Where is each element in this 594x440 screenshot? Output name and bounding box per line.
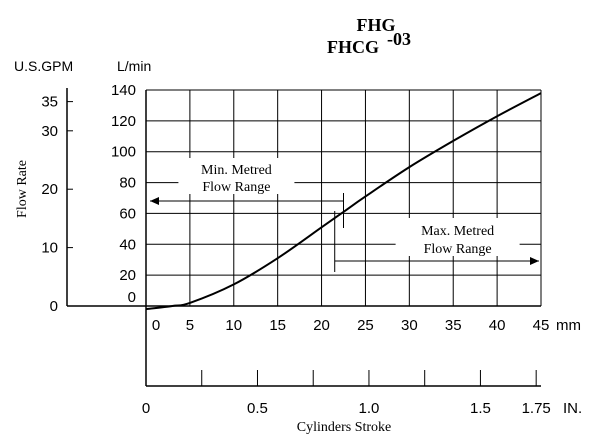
gpm-tick-label: 20 xyxy=(41,181,58,198)
lmin-tick-label: 0 xyxy=(128,289,136,306)
max-label-line1: Max. Metred xyxy=(421,224,494,239)
lmin-tick-label: 100 xyxy=(111,144,136,161)
inch-tick-label: 1.0 xyxy=(359,400,380,417)
max-range-arrowhead xyxy=(530,257,539,265)
inch-tick-label: 1.75 xyxy=(522,400,551,417)
mm-tick-label: 45 xyxy=(533,317,550,334)
mm-tick-label: 20 xyxy=(313,317,330,334)
flow-rate-curve xyxy=(145,92,542,311)
max-label-line2: Flow Range xyxy=(424,242,492,257)
min-label-line2: Flow Range xyxy=(202,180,270,195)
labels: FHG FHCG -03 U.S.GPM L/min Flow Rate mm … xyxy=(14,15,582,435)
lmin-unit-label: L/min xyxy=(117,58,151,74)
min-label-line1: Min. Metred xyxy=(201,163,272,178)
gpm-tick-label: 30 xyxy=(41,123,58,140)
mm-tick-label: 35 xyxy=(445,317,462,334)
min-label-background xyxy=(178,158,295,194)
x-unit-mm: mm xyxy=(556,317,581,334)
chart-title-line2: FHCG xyxy=(327,37,379,57)
chart-title-suffix: -03 xyxy=(387,29,411,49)
gpm-tick-label: 35 xyxy=(41,94,58,111)
inch-tick-label: 0 xyxy=(142,400,150,417)
mm-tick-label: 5 xyxy=(186,317,194,334)
mm-tick-label: 30 xyxy=(401,317,418,334)
lmin-tick-label: 20 xyxy=(119,267,136,284)
lmin-tick-label: 80 xyxy=(119,175,136,192)
y-axis-title: Flow Rate xyxy=(15,160,30,218)
series xyxy=(145,92,542,311)
mm-tick-label: 0 xyxy=(152,317,160,334)
mm-tick-label: 15 xyxy=(269,317,286,334)
gpm-unit-label: U.S.GPM xyxy=(14,58,73,74)
mm-tick-label: 10 xyxy=(225,317,242,334)
x-unit-in: IN. xyxy=(563,400,582,417)
max-label-background xyxy=(395,218,520,256)
inch-tick-label: 1.5 xyxy=(470,400,491,417)
gpm-tick-label: 0 xyxy=(50,298,58,315)
gpm-tick-label: 10 xyxy=(41,240,58,257)
chart-title-line1: FHG xyxy=(357,15,396,35)
axes: 0 20 40 60 80 100 120 140 0 10 20 30 35 0 5 10 15 20 25 30 3… xyxy=(41,82,550,417)
annotations: Min. Metred Flow Range Max. Metred Flow Ran… xyxy=(150,158,539,272)
lmin-tick-label: 40 xyxy=(119,236,136,253)
min-range-arrowhead xyxy=(150,197,159,205)
lmin-tick-label: 60 xyxy=(119,205,136,222)
lmin-tick-label: 120 xyxy=(111,113,136,130)
mm-tick-label: 40 xyxy=(489,317,506,334)
lmin-tick-label: 140 xyxy=(111,82,136,99)
mm-tick-label: 25 xyxy=(357,317,374,334)
inch-tick-label: 0.5 xyxy=(247,400,268,417)
grid xyxy=(146,89,542,306)
x-axis-title: Cylinders Stroke xyxy=(297,420,392,435)
